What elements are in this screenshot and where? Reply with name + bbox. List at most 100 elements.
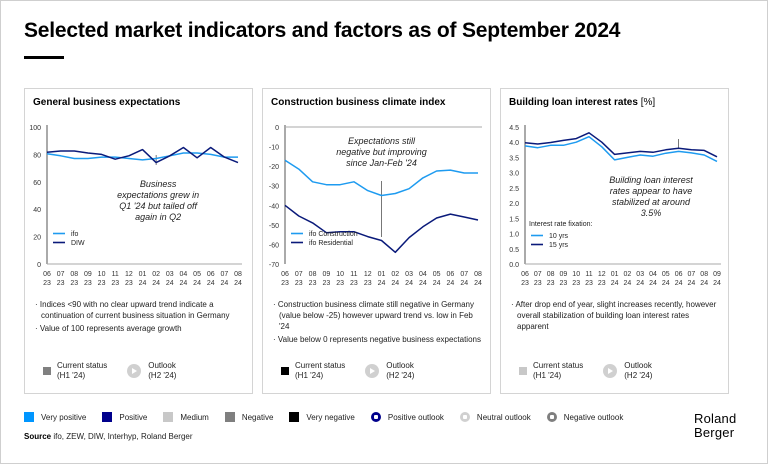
source-label: Source [24, 432, 52, 441]
y-tick-label: 2.5 [509, 186, 519, 193]
series-line-15-yrs [524, 132, 718, 158]
x-tick-label: 06 [43, 271, 51, 278]
x-tick-label: 01 [378, 271, 386, 278]
very-positive-square-icon [24, 412, 34, 422]
x-tick-label: 09 [84, 271, 92, 278]
x-tick-label: 24 [234, 280, 242, 287]
panel-building-loan-interest-rates: Building loan interest rates [%] 0.0 0.5 1… [500, 88, 729, 394]
x-tick-label: 23 [281, 280, 289, 287]
outlook-status: Outlook (H2 '24) [127, 361, 176, 381]
annotation-text: Expectations still [348, 136, 416, 146]
x-tick-label: 23 [309, 280, 317, 287]
current-status: Current status (H1 '24) [281, 361, 345, 381]
x-tick-label: 24 [220, 280, 228, 287]
x-tick-label: 01 [611, 271, 619, 278]
annotation-text: Business [140, 179, 177, 189]
current-status-label: Current status [57, 361, 108, 370]
roland-berger-logo: Roland Berger [694, 412, 736, 440]
x-tick-label: 10 [336, 271, 344, 278]
x-tick-label: 23 [98, 280, 106, 287]
x-tick-label: 12 [364, 271, 372, 278]
x-tick-label: 24 [405, 280, 413, 287]
x-tick-label: 12 [598, 271, 606, 278]
neutral-outlook-circle-icon [459, 412, 470, 422]
current-status-period: (H1 '24) [57, 371, 86, 380]
x-tick-label: 06 [521, 271, 529, 278]
annotation-text: since Jan-Feb '24 [346, 158, 417, 168]
x-tick-label: 07 [688, 271, 696, 278]
panel-title: Building loan interest rates [%] [509, 97, 655, 108]
x-tick-label: 06 [281, 271, 289, 278]
panel-notes: After drop end of year, slight increases… [511, 299, 721, 334]
x-tick-label: 23 [111, 280, 119, 287]
y-tick-label: -60 [269, 242, 279, 249]
legend-label: Very positive [41, 412, 87, 422]
panel-general-business-expectations: General business expectations 0 20 40 60 80 1… [24, 88, 253, 394]
y-tick-label: 1.0 [509, 232, 519, 239]
series-line-ifo-residential [284, 204, 479, 254]
legend-item: Very negative [289, 412, 355, 422]
current-status: Current status (H1 '24) [519, 361, 583, 381]
y-tick-label: 0.5 [509, 247, 519, 254]
legend-label: Medium [180, 412, 209, 422]
x-tick-label: 23 [585, 280, 593, 287]
x-tick-label: 07 [220, 271, 228, 278]
y-tick-label: -10 [269, 145, 279, 152]
positive-square-icon [102, 412, 113, 422]
x-tick-label: 03 [166, 271, 174, 278]
x-tick-label: 23 [364, 280, 372, 287]
x-tick-label: 24 [474, 280, 482, 287]
positive-outlook-circle-icon [370, 412, 381, 422]
annotation-text: again in Q2 [135, 212, 181, 222]
x-tick-label: 04 [419, 271, 427, 278]
x-tick-label: 23 [57, 280, 65, 287]
x-tick-label: 24 [419, 280, 427, 287]
x-tick-label: 24 [447, 280, 455, 287]
x-tick-label: 24 [193, 280, 201, 287]
very-negative-square-icon [289, 412, 300, 422]
chart-legend-label: ifo Residential [309, 240, 353, 247]
chart-building-loan-interest-rates: 0.0 0.5 1.0 1.5 2.0 2.5 3.0 3.5 4.0 4.5 06 23 07 23 08… [509, 125, 721, 287]
x-tick-label: 24 [166, 280, 174, 287]
chart-legend-label: ifo [71, 231, 79, 238]
neutral-outlook-icon [127, 364, 142, 378]
x-tick-label: 07 [534, 271, 542, 278]
y-tick-label: 3.5 [509, 155, 519, 162]
x-tick-label: 09 [322, 271, 330, 278]
x-tick-label: 06 [207, 271, 215, 278]
logo-line-2: Berger [694, 425, 735, 440]
note-item: Value below 0 represents negative busine… [273, 334, 483, 345]
legend-label: Positive [119, 412, 148, 422]
x-tick-label: 08 [547, 271, 555, 278]
x-tick-label: 24 [378, 280, 386, 287]
outlook-period: (H2 '24) [148, 371, 177, 380]
x-tick-label: 06 [675, 271, 683, 278]
x-tick-label: 08 [234, 271, 242, 278]
x-tick-label: 23 [84, 280, 92, 287]
x-tick-label: 02 [391, 271, 399, 278]
negative-outlook-circle-icon [546, 412, 557, 422]
legend-label: Negative [241, 412, 274, 422]
x-tick-label: 24 [139, 280, 147, 287]
x-tick-label: 24 [662, 280, 670, 287]
y-tick-label: 20 [33, 235, 41, 242]
annotation-text: negative but improving [336, 147, 427, 157]
neutral-outlook-icon [603, 364, 618, 378]
x-tick-label: 23 [70, 280, 78, 287]
x-tick-label: 02 [152, 271, 160, 278]
y-tick-label: 4.5 [509, 125, 519, 132]
x-tick-label: 07 [460, 271, 468, 278]
x-tick-label: 24 [688, 280, 696, 287]
x-tick-label: 02 [624, 271, 632, 278]
x-tick-label: 07 [295, 271, 303, 278]
y-tick-label: -20 [269, 164, 279, 171]
x-tick-label: 23 [521, 280, 529, 287]
x-tick-label: 06 [447, 271, 455, 278]
outlook-label: Outlook [386, 361, 414, 370]
legend-item: Neutral outlook [459, 412, 531, 422]
legend-item: Negative [224, 412, 274, 422]
logo-line-1: Roland [694, 411, 737, 426]
note-item: Value of 100 represents average growth [35, 323, 245, 334]
x-tick-label: 24 [611, 280, 619, 287]
panel-construction-business-climate: Construction business climate index 0 -10… [262, 88, 491, 394]
